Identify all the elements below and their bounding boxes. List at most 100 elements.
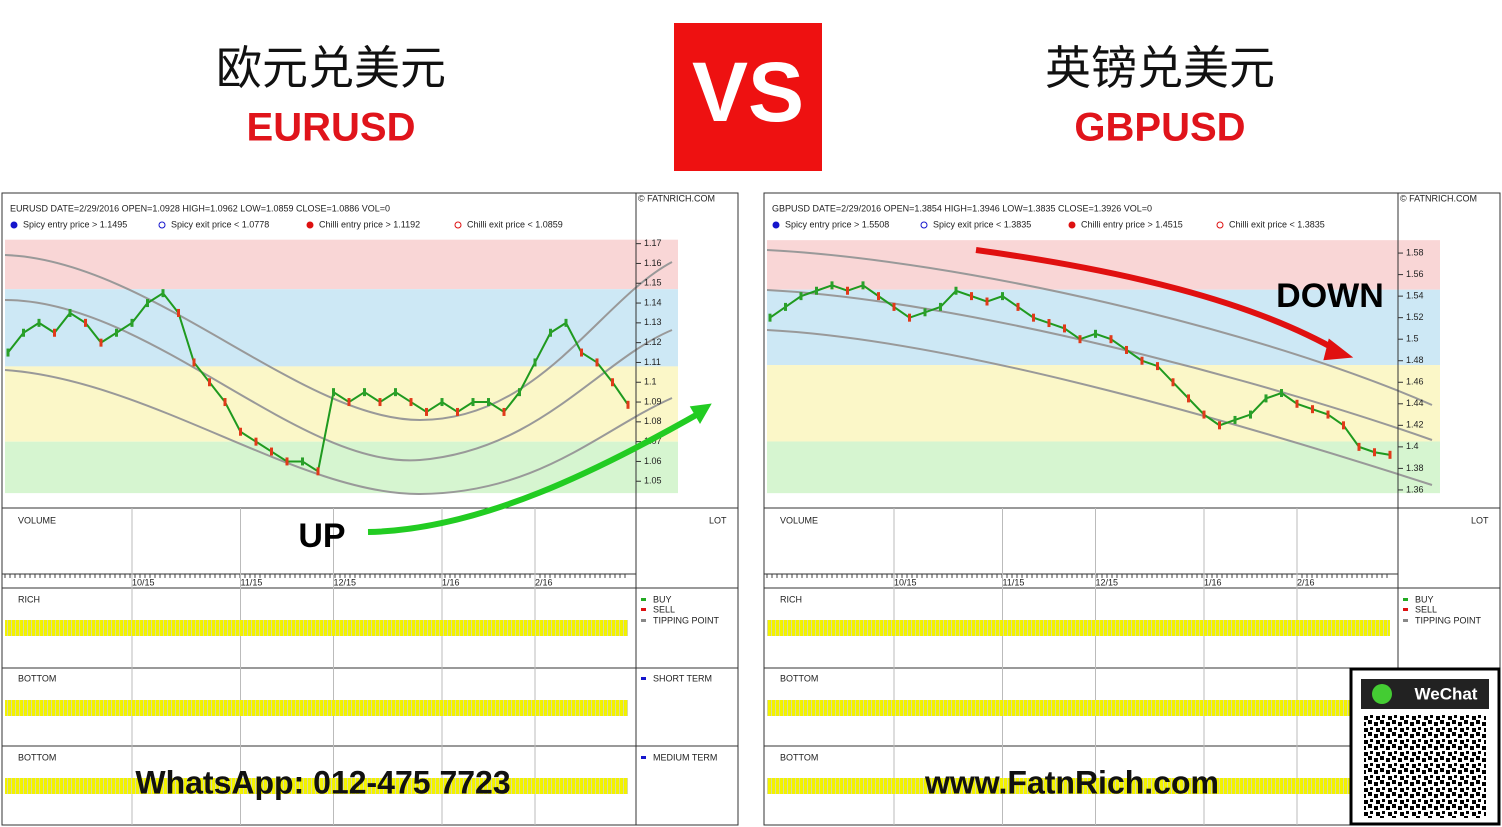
panel-label: LOT — [1471, 515, 1489, 525]
left-title-code: EURUSD — [247, 106, 416, 150]
price-point — [192, 358, 196, 367]
price-point — [239, 427, 242, 436]
y-tick-label: 1.06 — [644, 456, 662, 466]
y-tick-label: 1.09 — [644, 396, 662, 406]
price-point — [1295, 399, 1299, 408]
price-point — [285, 457, 289, 466]
x-tick-label: 11/15 — [241, 577, 263, 587]
price-point — [223, 398, 227, 407]
price-point — [502, 407, 506, 416]
price-point — [270, 447, 273, 456]
info-line: EURUSD DATE=2/29/2016 OPEN=1.0928 HIGH=1… — [10, 203, 390, 213]
signal-strip — [767, 620, 1390, 636]
price-point — [892, 302, 896, 311]
price-point — [518, 388, 521, 397]
vs-box — [674, 23, 822, 171]
price-point — [970, 292, 973, 301]
price-point — [580, 348, 583, 357]
price-point — [595, 358, 599, 367]
y-tick-label: 1.46 — [1406, 377, 1424, 387]
y-tick-label: 1.16 — [644, 258, 662, 268]
price-point — [954, 286, 958, 295]
info-line: GBPUSD DATE=2/29/2016 OPEN=1.3854 HIGH=1… — [772, 203, 1152, 213]
legend-label: Spicy entry price > 1.5508 — [785, 219, 889, 229]
price-point — [68, 308, 72, 317]
y-tick-label: 1.17 — [644, 238, 662, 248]
price-point — [1047, 319, 1051, 328]
legend-swatch — [641, 619, 646, 622]
price-point — [177, 308, 180, 317]
price-point — [1063, 324, 1066, 333]
price-point — [1032, 313, 1035, 322]
price-point — [549, 328, 552, 337]
price-point — [378, 398, 382, 407]
price-point — [456, 407, 459, 416]
price-point — [409, 398, 413, 407]
price-point — [939, 302, 942, 311]
up-label: UP — [298, 517, 345, 555]
price-point — [1016, 302, 1020, 311]
price-point — [130, 318, 134, 327]
legend-marker — [1216, 221, 1224, 229]
x-tick-label: 2/16 — [1297, 577, 1315, 587]
legend-label: Spicy exit price < 1.3835 — [933, 219, 1031, 229]
x-tick-label: 1/16 — [442, 577, 460, 587]
y-tick-label: 1.11 — [644, 357, 661, 367]
copyright: © FATNRICH.COM — [1400, 193, 1477, 203]
y-tick-label: 1.12 — [644, 337, 662, 347]
price-point — [1156, 362, 1159, 371]
left-title-cn: 欧元兑美元 — [216, 41, 446, 95]
legend-marker — [158, 221, 166, 229]
price-point — [830, 281, 834, 290]
legend-swatch — [641, 598, 646, 601]
price-point — [1140, 356, 1144, 365]
down-label: DOWN — [1276, 277, 1384, 315]
price-point — [846, 286, 849, 295]
vs-text: VS — [692, 45, 804, 139]
down-arrow-head — [1323, 338, 1354, 361]
y-tick-label: 1.15 — [644, 278, 662, 288]
y-tick-label: 1.4 — [1406, 441, 1419, 451]
price-point — [815, 286, 818, 295]
down-arrow — [975, 247, 1342, 355]
legend-label: Chilli entry price > 1.1192 — [319, 219, 420, 229]
price-point — [626, 400, 630, 409]
zone — [767, 240, 1440, 290]
panel-label: SELL — [1415, 604, 1437, 614]
price-point — [1078, 335, 1082, 344]
price-point — [877, 292, 880, 301]
price-point — [316, 467, 320, 476]
x-tick-label: 2/16 — [535, 577, 553, 587]
zone — [5, 289, 678, 367]
price-point — [84, 318, 87, 327]
panel-label: MEDIUM TERM — [653, 752, 717, 762]
legend-label: Spicy entry price > 1.1495 — [23, 219, 127, 229]
website: www.FatnRich.com — [924, 764, 1219, 800]
price-point — [861, 281, 865, 290]
zone — [767, 441, 1440, 494]
signal-strip — [5, 620, 628, 636]
signal-strip — [5, 700, 628, 716]
x-tick-label: 10/15 — [894, 577, 917, 587]
legend-swatch — [1403, 598, 1408, 601]
price-point — [254, 437, 258, 446]
y-tick-label: 1.14 — [644, 297, 662, 307]
price-point — [347, 398, 351, 407]
channel-curve — [4, 299, 673, 462]
price-point — [768, 313, 772, 322]
price-point — [301, 457, 304, 466]
zone — [767, 365, 1440, 442]
wechat-icon — [1372, 684, 1392, 704]
panel-label: LOT — [709, 515, 727, 525]
price-point — [363, 388, 366, 397]
y-tick-label: 1.05 — [644, 476, 662, 486]
y-tick-label: 1.52 — [1406, 312, 1424, 322]
price-point — [1280, 389, 1283, 398]
panel-label: VOLUME — [18, 515, 56, 525]
copyright: © FATNRICH.COM — [638, 193, 715, 203]
signal-strip — [767, 700, 1390, 716]
y-tick-label: 1.13 — [644, 317, 662, 327]
channel-curve — [766, 249, 1433, 406]
price-point — [53, 328, 56, 337]
